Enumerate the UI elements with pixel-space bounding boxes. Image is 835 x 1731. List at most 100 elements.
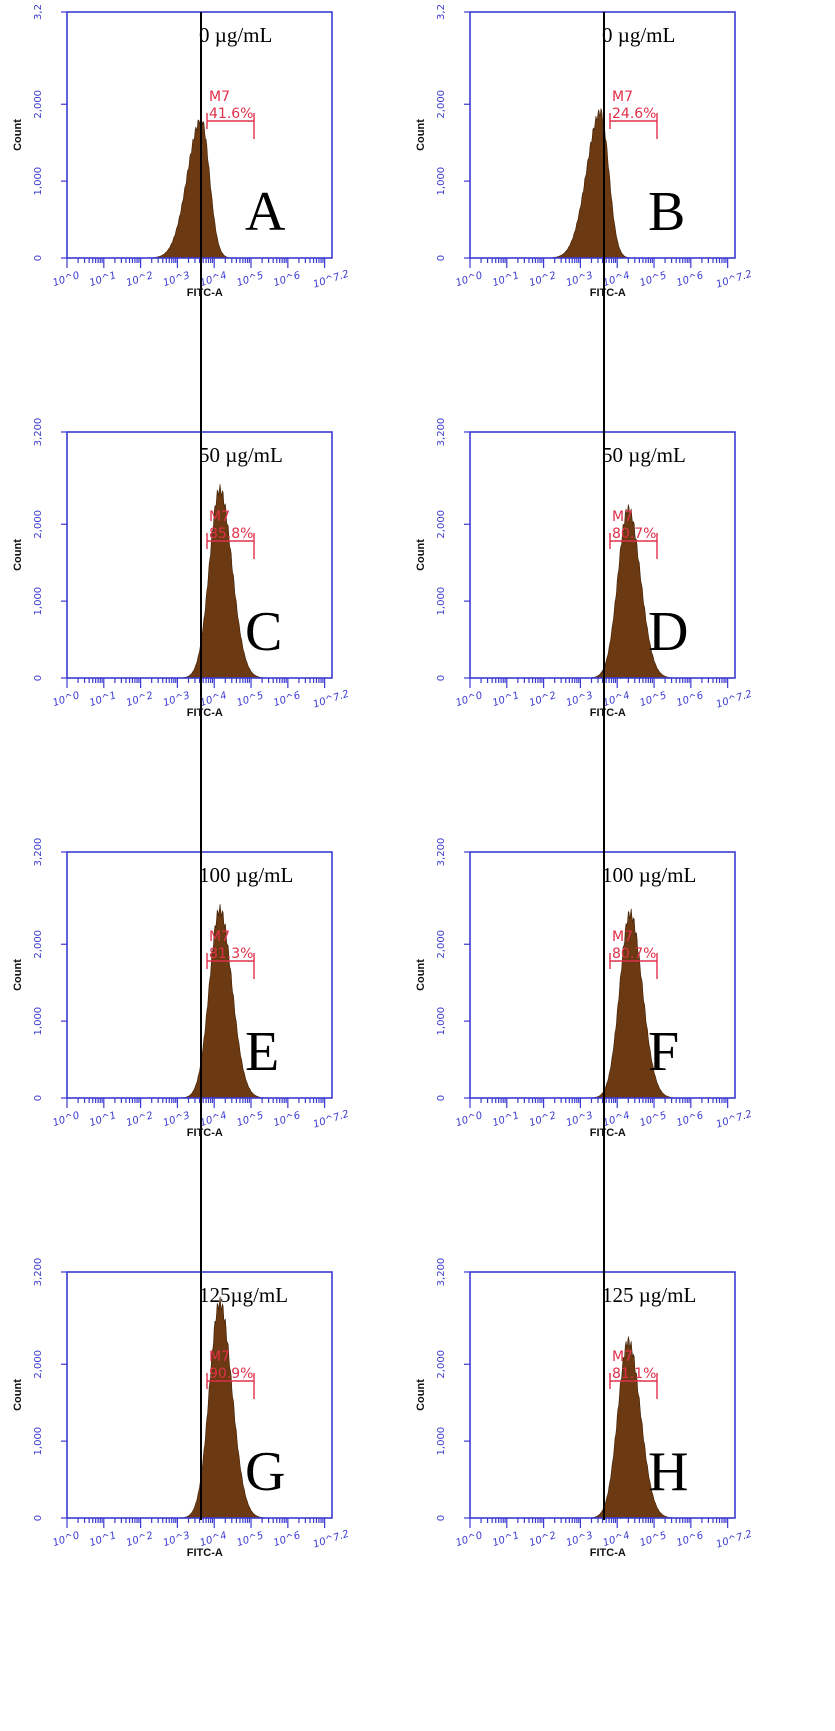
x-tick-label: 10^6 <box>675 1530 705 1549</box>
x-tick-label: 10^5 <box>638 690 668 709</box>
y-tick-label: 0 <box>33 1095 44 1101</box>
x-tick-label: 10^6 <box>675 270 705 289</box>
x-tick-label: 10^2 <box>125 270 155 289</box>
y-tick-label: 2,000 <box>436 510 447 539</box>
x-tick-label: 10^7.2 <box>715 269 754 291</box>
y-tick-label: 3,2 <box>33 4 44 20</box>
x-tick-label: 10^7.2 <box>312 1109 351 1131</box>
gate-name: M7 <box>209 509 230 525</box>
y-tick-label: 2,000 <box>33 930 44 959</box>
y-tick-label: 0 <box>436 255 447 261</box>
x-tick-label: 10^2 <box>528 1110 558 1129</box>
concentration-label: 100 µg/mL <box>199 863 293 887</box>
x-tick-label: 10^7.2 <box>715 1109 754 1131</box>
y-axis-label: Count <box>12 959 24 991</box>
panel-letter: H <box>648 1441 688 1503</box>
x-tick-label: 10^6 <box>272 1110 302 1129</box>
y-tick-label: 1,000 <box>436 167 447 196</box>
y-tick-label: 1,000 <box>33 1007 44 1036</box>
gate-percent: 80.7% <box>612 526 656 542</box>
y-tick-label: 2,000 <box>33 90 44 119</box>
y-tick-label: 1,000 <box>436 1007 447 1036</box>
x-tick-label: 10^7.2 <box>715 1529 754 1551</box>
plot-area <box>470 432 735 678</box>
concentration-label: 0 µg/mL <box>602 23 675 47</box>
y-tick-label: 0 <box>33 1515 44 1521</box>
concentration-label: 100 µg/mL <box>602 863 696 887</box>
y-tick-label: 2,000 <box>436 1350 447 1379</box>
concentration-label: 0 µg/mL <box>199 23 272 47</box>
x-axis-label: FITC-A <box>590 1547 626 1559</box>
x-tick-label: 10^5 <box>235 270 265 289</box>
x-tick-label: 10^2 <box>528 690 558 709</box>
gate-name: M7 <box>612 1349 633 1365</box>
y-tick-label: 3,200 <box>436 418 447 447</box>
concentration-label: 50 µg/mL <box>199 443 283 467</box>
y-tick-label: 0 <box>436 675 447 681</box>
y-tick-label: 3,200 <box>33 418 44 447</box>
x-tick-label: 10^1 <box>491 1530 521 1549</box>
x-tick-label: 10^6 <box>272 690 302 709</box>
y-tick-label: 2,000 <box>33 510 44 539</box>
x-axis-label: FITC-A <box>590 287 626 299</box>
panel-letter: G <box>245 1441 285 1503</box>
x-tick-label: 10^2 <box>125 1110 155 1129</box>
y-tick-label: 1,000 <box>33 167 44 196</box>
y-tick-label: 2,000 <box>436 930 447 959</box>
x-tick-label: 10^1 <box>88 690 118 709</box>
y-tick-label: 0 <box>33 675 44 681</box>
concentration-label: 125 µg/mL <box>602 1283 696 1307</box>
gate-percent: 81.3% <box>209 946 253 962</box>
x-tick-label: 10^0 <box>51 1530 81 1549</box>
x-tick-label: 10^1 <box>491 270 521 289</box>
x-tick-label: 10^0 <box>454 270 484 289</box>
gate-percent: 24.6% <box>612 106 656 122</box>
gate-percent: 85.8% <box>209 526 253 542</box>
x-tick-label: 10^1 <box>491 1110 521 1129</box>
x-tick-label: 10^0 <box>51 270 81 289</box>
gate-name: M7 <box>209 929 230 945</box>
x-tick-label: 10^0 <box>454 1530 484 1549</box>
panel-letter: E <box>245 1021 279 1083</box>
x-tick-label: 10^7.2 <box>312 269 351 291</box>
x-tick-label: 10^1 <box>88 1530 118 1549</box>
y-axis-label: Count <box>415 539 427 571</box>
x-tick-label: 10^7.2 <box>312 1529 351 1551</box>
x-tick-label: 10^0 <box>51 690 81 709</box>
x-tick-label: 10^5 <box>638 270 668 289</box>
gate-percent: 41.6% <box>209 106 253 122</box>
y-tick-label: 2,000 <box>436 90 447 119</box>
x-tick-label: 10^1 <box>88 270 118 289</box>
x-tick-label: 10^2 <box>528 1530 558 1549</box>
x-tick-label: 10^5 <box>235 690 265 709</box>
plot-area <box>67 1272 332 1518</box>
y-tick-label: 3,2 <box>436 4 447 20</box>
gate-name: M7 <box>209 1349 230 1365</box>
gate-name: M7 <box>612 509 633 525</box>
gate-name: M7 <box>209 89 230 105</box>
x-tick-label: 10^5 <box>235 1530 265 1549</box>
x-tick-label: 10^5 <box>638 1110 668 1129</box>
x-tick-label: 10^6 <box>675 690 705 709</box>
x-axis-label: FITC-A <box>187 1547 223 1559</box>
panel-letter: A <box>245 181 286 243</box>
x-tick-label: 10^6 <box>272 1530 302 1549</box>
plot-area <box>470 1272 735 1518</box>
y-tick-label: 0 <box>436 1095 447 1101</box>
y-axis-label: Count <box>415 959 427 991</box>
y-axis-label: Count <box>12 539 24 571</box>
y-axis-label: Count <box>415 119 427 151</box>
x-tick-label: 10^1 <box>491 690 521 709</box>
x-axis-label: FITC-A <box>590 707 626 719</box>
x-tick-label: 10^7.2 <box>312 689 351 711</box>
x-tick-label: 10^6 <box>272 270 302 289</box>
y-tick-label: 3,200 <box>33 838 44 867</box>
